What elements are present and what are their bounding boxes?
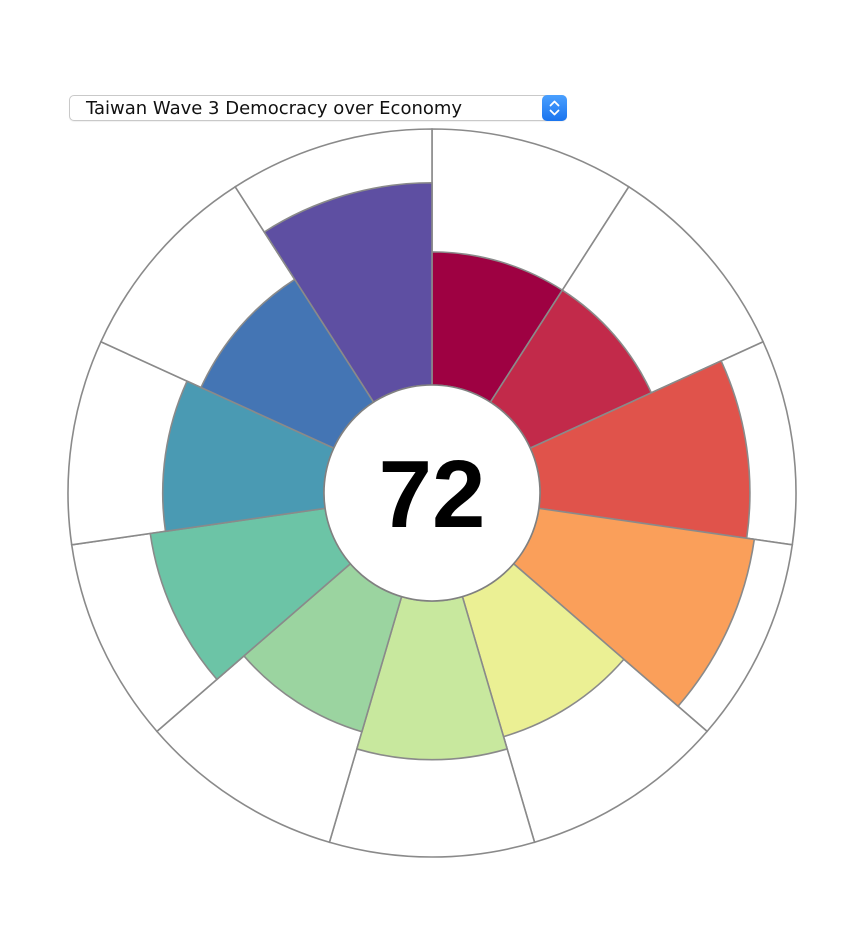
segment-bars (149, 181, 756, 761)
center-circle (323, 384, 541, 602)
center-value: 72 (379, 441, 486, 548)
dataset-select[interactable]: Taiwan Wave 3 Democracy over Economy (69, 95, 567, 121)
chevron-up-down-icon[interactable] (542, 95, 567, 121)
dataset-select-value: Taiwan Wave 3 Democracy over Economy (86, 98, 463, 119)
